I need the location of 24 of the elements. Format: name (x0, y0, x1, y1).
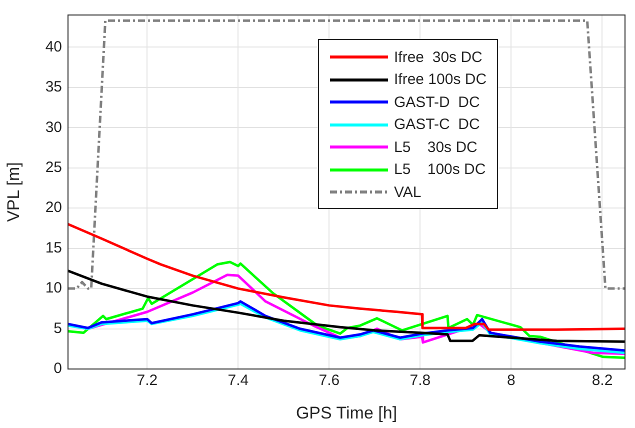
x-tick-label: 8 (507, 372, 516, 390)
y-tick-label: 25 (45, 159, 62, 176)
x-tick-label: 7.6 (318, 372, 340, 390)
x-tick-label: 7.2 (136, 372, 158, 390)
legend-label: L5 30s DC (394, 138, 478, 156)
y-axis-title: VPL [m] (4, 162, 23, 222)
y-tick-label: 10 (45, 280, 62, 297)
legend-label: GAST-D DC (394, 94, 480, 111)
legend-label: GAST-C DC (394, 116, 480, 134)
y-tick-label: 0 (54, 360, 62, 378)
x-tick-label: 7.8 (410, 372, 431, 390)
x-axis-title: GPS Time [h] (296, 403, 398, 422)
legend-label: VAL (394, 184, 422, 201)
legend-label: Ifree 30s DC (394, 48, 482, 66)
y-tick-label: 5 (54, 320, 62, 337)
y-tick-label: 40 (45, 38, 62, 56)
x-tick-label: 7.4 (228, 372, 249, 390)
legend-label: L5 100s DC (394, 161, 486, 178)
legend-label: Ifree 100s DC (394, 71, 487, 88)
y-tick-label: 30 (45, 118, 62, 136)
y-tick-label: 15 (45, 239, 62, 256)
y-tick-label: 20 (45, 199, 62, 216)
y-tick-label: 35 (45, 78, 62, 96)
x-tick-label: 8.2 (592, 372, 613, 390)
